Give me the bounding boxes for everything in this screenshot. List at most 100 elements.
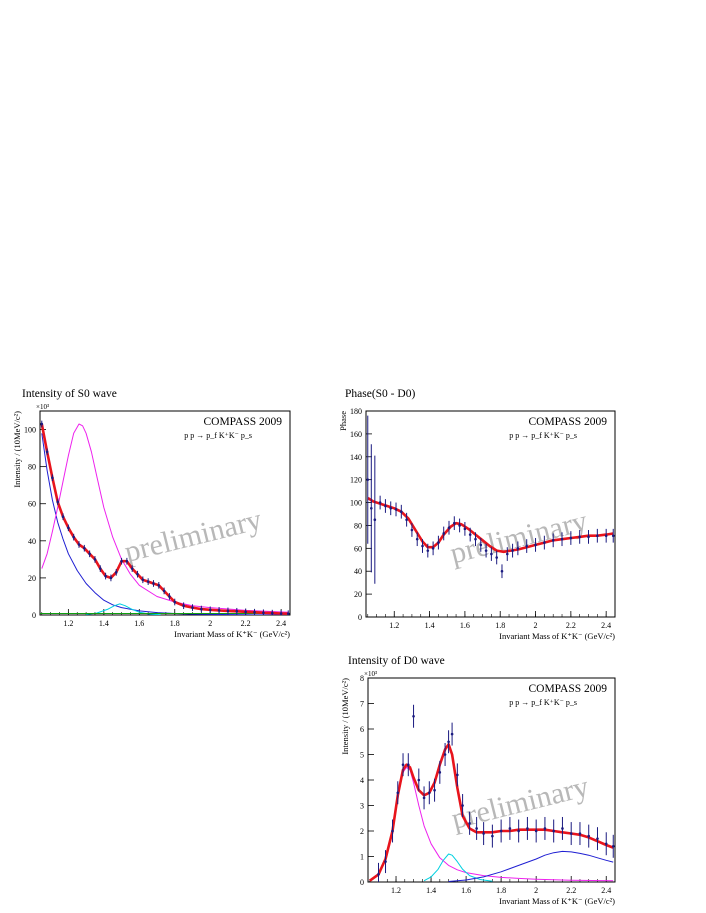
x-tick-label: 1.6 (461, 886, 471, 895)
x-tick-label: 2.4 (601, 621, 611, 630)
data-point (173, 600, 177, 604)
data-point (468, 822, 471, 825)
data-point (40, 422, 44, 426)
data-point (431, 547, 435, 550)
data-point (484, 549, 488, 552)
data-point (270, 611, 274, 615)
data-point (406, 763, 410, 766)
y-axis-label: Phase (338, 411, 348, 431)
data-point (168, 595, 171, 598)
data-point (61, 515, 65, 519)
y-tick-label: 80 (354, 521, 362, 530)
component-curve (423, 853, 493, 882)
y-tick-label: 8 (360, 674, 364, 683)
data-point (235, 609, 239, 613)
y-tick-label: 0 (32, 611, 36, 620)
plot-area (369, 704, 615, 882)
data-point (604, 534, 608, 538)
data-point (125, 559, 129, 563)
data-point (104, 574, 107, 578)
data-point (526, 827, 529, 830)
data-point (389, 506, 393, 510)
data-point (428, 791, 431, 795)
x-axis-label: Invariant Mass of K⁺K⁻ (GeV/c²) (499, 896, 615, 906)
data-point (543, 827, 547, 830)
x-tick-label: 2.2 (241, 619, 251, 628)
data-point (611, 845, 615, 848)
data-point (67, 526, 70, 530)
data-point (88, 552, 91, 556)
y-tick-label: 120 (350, 476, 362, 485)
x-tick-label: 2 (534, 621, 538, 630)
data-point (587, 834, 591, 838)
experiment-label: COMPASS 2009 (203, 416, 282, 428)
data-point (561, 827, 564, 830)
data-point (391, 829, 394, 833)
data-point (253, 610, 256, 614)
y-tick-label: 5 (360, 751, 364, 760)
y-tick-label: 1 (360, 853, 364, 862)
data-point (226, 609, 230, 613)
y-tick-label: 20 (28, 574, 36, 583)
data-point (421, 544, 424, 548)
data-point (447, 526, 451, 530)
data-point (109, 576, 113, 580)
x-axis-label: Invariant Mass of K⁺K⁻ (GeV/c²) (499, 631, 615, 641)
data-point (596, 534, 599, 538)
data-point (482, 832, 485, 835)
data-point (384, 504, 387, 508)
x-tick-label: 1.8 (170, 619, 180, 628)
x-tick-label: 1.4 (425, 621, 435, 630)
y-tick-label: 60 (28, 500, 36, 509)
data-point (468, 533, 472, 536)
x-tick-label: 2.4 (601, 886, 611, 895)
component-curve (448, 850, 614, 882)
plot-area (366, 415, 615, 584)
data-point (525, 544, 529, 548)
data-point (508, 827, 512, 830)
panel-title-d0: Intensity of D0 wave (348, 655, 445, 667)
x-tick-label: 2 (534, 886, 538, 895)
data-point (500, 569, 504, 573)
x-tick-label: 1.2 (391, 886, 401, 895)
data-point (369, 506, 373, 510)
x-tick-label: 2.2 (566, 886, 576, 895)
data-point (72, 535, 75, 539)
data-point (415, 537, 419, 541)
data-point (396, 791, 400, 795)
data-point (146, 580, 150, 583)
data-point (366, 478, 370, 481)
data-point (51, 476, 54, 480)
data-point (560, 537, 564, 541)
data-point (377, 873, 380, 876)
data-point (157, 584, 161, 587)
x-tick-label: 1.2 (63, 619, 73, 628)
x-tick-label: 1.8 (495, 621, 505, 630)
data-point (511, 549, 514, 552)
data-point (401, 763, 405, 766)
data-point (410, 528, 414, 532)
data-point (217, 609, 221, 612)
data-point (474, 537, 477, 541)
data-point (400, 510, 403, 514)
data-point (517, 829, 520, 833)
reaction-label: p p → p_f K⁺K⁻ p_s (509, 698, 577, 707)
y-multiplier: ×10³ (364, 670, 377, 678)
y-tick-label: 100 (24, 426, 36, 435)
y-tick-label: 40 (28, 537, 36, 546)
panel-title-phase: Phase(S0 - D0) (345, 388, 416, 400)
y-tick-label: 6 (360, 725, 364, 734)
data-point (136, 572, 139, 576)
data-point (130, 567, 134, 570)
data-point (611, 534, 615, 538)
data-point (114, 571, 118, 574)
data-point (450, 732, 454, 736)
y-axis-label: Intensity / (10MeV/c²) (12, 411, 22, 488)
y-tick-label: 160 (350, 430, 362, 439)
data-point (279, 612, 283, 615)
data-point (456, 773, 459, 777)
data-point (452, 521, 456, 525)
data-point (93, 558, 97, 561)
chart-d0: 1.2 1.4 1.6 1.8 2 2.2 2.4 0 1 2 3 4 5 6 7 8 Invariant Ma… (340, 670, 616, 906)
y-tick-label: 20 (354, 590, 362, 599)
